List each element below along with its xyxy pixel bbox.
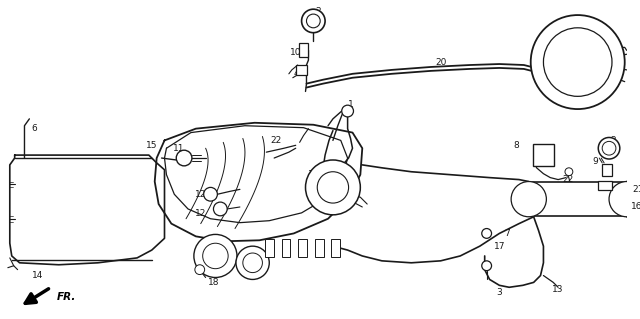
Bar bbox=[299, 43, 308, 57]
Bar bbox=[332, 239, 340, 257]
Circle shape bbox=[609, 182, 640, 217]
Text: 13: 13 bbox=[552, 285, 564, 294]
Circle shape bbox=[598, 137, 620, 159]
Bar bbox=[532, 144, 554, 166]
Circle shape bbox=[482, 228, 492, 238]
Text: 10: 10 bbox=[290, 48, 301, 57]
Text: 17: 17 bbox=[493, 242, 505, 251]
Text: 22: 22 bbox=[271, 136, 282, 145]
Circle shape bbox=[236, 246, 269, 279]
Text: 20: 20 bbox=[435, 57, 446, 67]
Text: 12: 12 bbox=[195, 209, 207, 218]
Text: 18: 18 bbox=[208, 278, 220, 287]
Text: 4: 4 bbox=[294, 69, 300, 78]
Circle shape bbox=[543, 28, 612, 96]
Text: 2: 2 bbox=[610, 136, 616, 145]
Circle shape bbox=[194, 234, 237, 278]
Text: 14: 14 bbox=[31, 271, 43, 280]
Text: 7: 7 bbox=[504, 229, 510, 238]
Circle shape bbox=[214, 202, 227, 216]
Text: 11: 11 bbox=[173, 144, 185, 153]
Circle shape bbox=[317, 172, 349, 203]
Text: 6: 6 bbox=[31, 124, 37, 133]
Text: FR.: FR. bbox=[57, 292, 76, 302]
Text: 2: 2 bbox=[316, 7, 321, 16]
Circle shape bbox=[301, 9, 325, 33]
Circle shape bbox=[531, 15, 625, 109]
Bar bbox=[282, 239, 291, 257]
Circle shape bbox=[305, 160, 360, 215]
Circle shape bbox=[342, 105, 353, 117]
Circle shape bbox=[511, 182, 547, 217]
Bar bbox=[598, 181, 612, 190]
Text: 12: 12 bbox=[195, 190, 207, 199]
Circle shape bbox=[602, 141, 616, 155]
Text: 21: 21 bbox=[633, 185, 640, 194]
Bar bbox=[296, 65, 307, 75]
Text: 19: 19 bbox=[308, 170, 319, 179]
Text: 3: 3 bbox=[497, 288, 502, 297]
Text: 15: 15 bbox=[146, 141, 157, 150]
Circle shape bbox=[307, 14, 320, 28]
Bar bbox=[315, 239, 324, 257]
Circle shape bbox=[204, 187, 218, 201]
Circle shape bbox=[243, 253, 262, 273]
Circle shape bbox=[195, 265, 205, 275]
Text: 8: 8 bbox=[513, 141, 519, 150]
Text: 16: 16 bbox=[630, 203, 640, 211]
Bar bbox=[529, 182, 627, 216]
Bar bbox=[298, 239, 307, 257]
Text: 9: 9 bbox=[593, 158, 598, 167]
Text: 1: 1 bbox=[348, 100, 353, 109]
Circle shape bbox=[482, 261, 492, 271]
Bar bbox=[265, 239, 274, 257]
Text: 22: 22 bbox=[563, 175, 573, 184]
Bar bbox=[602, 164, 612, 176]
Circle shape bbox=[203, 243, 228, 269]
Text: 5: 5 bbox=[591, 189, 597, 198]
Circle shape bbox=[176, 150, 192, 166]
Circle shape bbox=[565, 168, 573, 176]
